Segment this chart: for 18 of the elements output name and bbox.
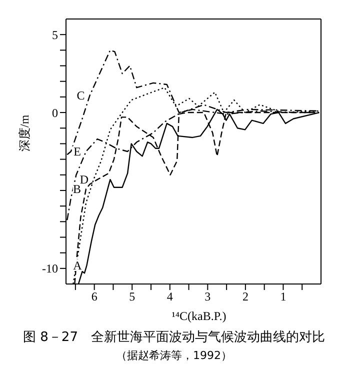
x-tick-label: 5 [129,290,136,304]
x-tick-label: 2 [242,290,248,304]
series-label: B [73,182,82,196]
x-tick-label: 1 [280,290,286,304]
x-axis-title: ¹⁴C(kaB.P.) [170,308,228,324]
series-label: E [74,144,82,158]
series-label: A [73,258,82,272]
x-tick-label: 4 [166,290,173,304]
series-label: D [80,172,89,187]
x-tick-label: 6 [91,290,98,304]
y-axis-title: 深度/m [17,114,32,152]
y-tick-label: 0 [52,106,58,120]
y-tick-label: 5 [52,28,58,42]
x-tick-label: 3 [204,290,211,304]
text: （据赵希涛等，1992） [115,348,233,363]
y-tick-label: -10 [42,262,58,276]
series-label: C [76,88,85,102]
text: 图 8－27 全新世海平面波动与气候波动曲线的对比 [22,329,326,346]
